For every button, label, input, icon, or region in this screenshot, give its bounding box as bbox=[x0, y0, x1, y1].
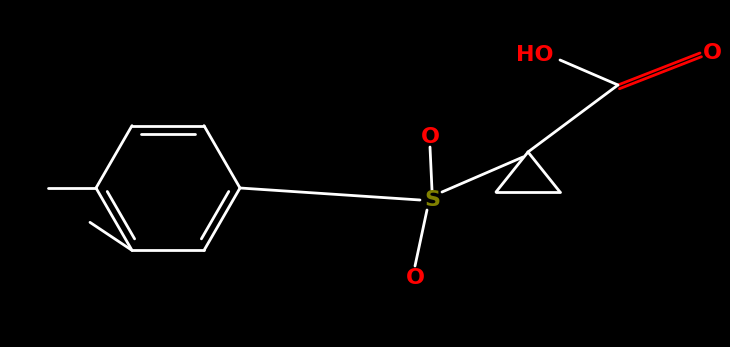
Text: HO: HO bbox=[516, 45, 554, 65]
Text: O: O bbox=[405, 268, 425, 288]
Text: S: S bbox=[424, 190, 440, 210]
Text: O: O bbox=[702, 43, 721, 63]
Text: O: O bbox=[420, 127, 439, 147]
